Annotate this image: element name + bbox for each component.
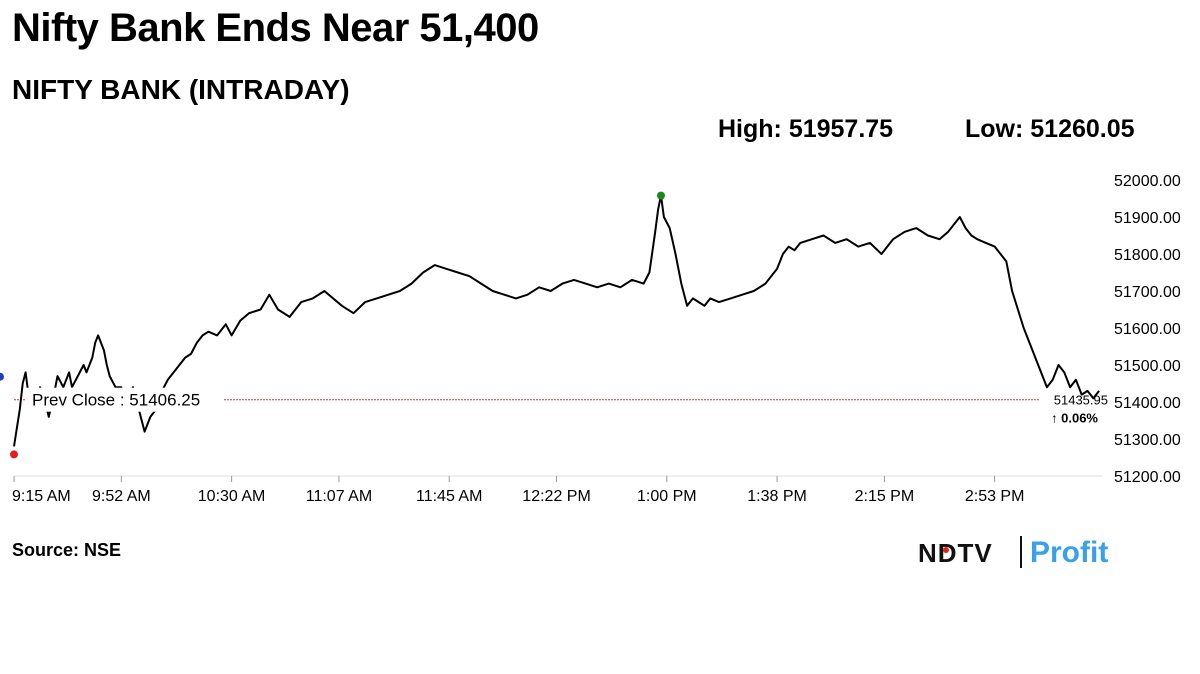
intraday-line-chart: 51200.00 51300.00 51400.00 51500.00 51600.00… (0, 173, 1181, 505)
day-low-label: Low: 51260.05 (965, 115, 1135, 143)
logo-product-text: Profit (1030, 536, 1108, 569)
headline: Nifty Bank Ends Near 51,400 (12, 6, 539, 50)
y-tick-label: 51400.00 (1114, 395, 1181, 412)
day-high-marker (656, 191, 665, 200)
x-tick-label: 1:38 PM (747, 488, 807, 505)
logo-dot (943, 547, 949, 553)
change-percent-label: ↑ 0.06% (1051, 411, 1098, 426)
y-tick-label: 51500.00 (1114, 358, 1181, 375)
y-tick-label: 51700.00 (1114, 284, 1181, 301)
day-low-marker (10, 450, 18, 459)
x-tick-label: 11:07 AM (306, 488, 372, 505)
x-axis: 9:15 AM 9:52 AM 10:30 AM 11:07 AM 11:45 AM 12… (12, 475, 1102, 505)
x-tick-label: 9:52 AM (92, 488, 151, 505)
last-price-marker (0, 372, 4, 381)
y-tick-label: 51300.00 (1114, 432, 1181, 449)
chart-subtitle: NIFTY BANK (INTRADAY) (12, 74, 350, 105)
y-tick-label: 51600.00 (1114, 321, 1181, 338)
x-tick-label: 10:30 AM (198, 488, 266, 505)
logo-brand-text: NDTV (918, 538, 993, 568)
series-line (13, 194, 1100, 447)
last-price-label: 51435.95 (1054, 393, 1108, 408)
x-tick-label: 2:53 PM (965, 488, 1025, 505)
prev-close-label-bg (26, 387, 224, 412)
x-tick-label: 12:22 PM (522, 488, 590, 505)
y-axis: 51200.00 51300.00 51400.00 51500.00 51600.00… (1114, 173, 1181, 486)
y-tick-label: 51800.00 (1114, 247, 1181, 264)
x-tick-label: 11:45 AM (416, 488, 482, 505)
day-high-label: High: 51957.75 (718, 115, 894, 143)
x-tick-label: 2:15 PM (855, 488, 915, 505)
prev-close-label: Prev Close : 51406.25 (32, 391, 200, 410)
y-tick-label: 52000.00 (1114, 173, 1181, 190)
y-tick-label: 51200.00 (1114, 469, 1181, 486)
x-tick-label: 1:00 PM (637, 488, 697, 505)
source-note: Source: NSE (12, 540, 122, 560)
ndtv-profit-logo: NDTV Profit (918, 536, 1108, 569)
x-tick-label: 9:15 AM (12, 488, 71, 505)
y-tick-label: 51900.00 (1114, 210, 1181, 227)
